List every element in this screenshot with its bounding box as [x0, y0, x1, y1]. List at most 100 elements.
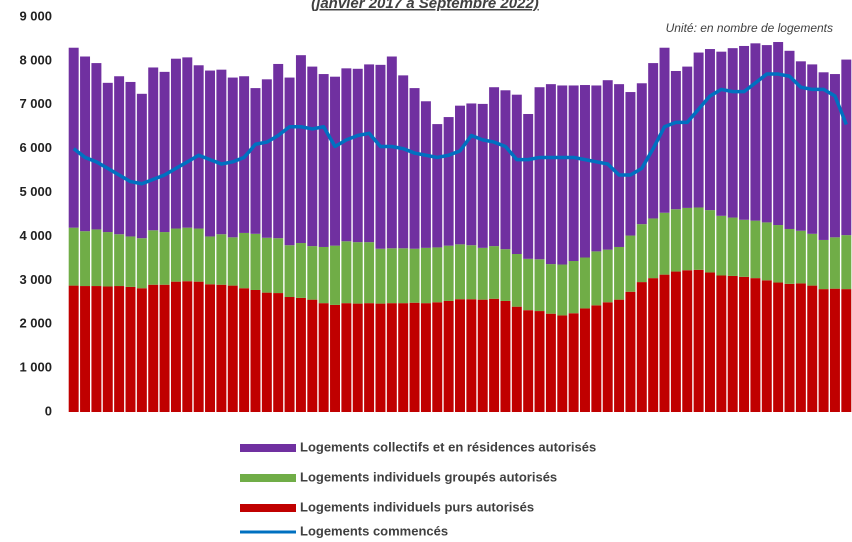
bar-segment	[420, 101, 431, 248]
bar-segment	[841, 59, 852, 236]
bar-segment	[148, 67, 159, 231]
bar-segment	[375, 64, 386, 249]
bar-segment	[739, 45, 750, 220]
bar-segment	[398, 303, 409, 412]
bar-segment	[784, 228, 795, 284]
bar-segment	[693, 269, 704, 412]
bar-segment	[341, 68, 352, 242]
bar-segment	[148, 284, 159, 412]
bar-segment	[784, 50, 795, 229]
bar-segment	[534, 87, 545, 260]
bar-segment	[591, 305, 602, 412]
bar-segment	[466, 245, 477, 300]
bar-segment	[250, 233, 261, 290]
bar-segment	[568, 261, 579, 314]
bar-segment	[829, 237, 840, 289]
bar-segment	[307, 299, 318, 412]
bar-segment	[193, 281, 204, 412]
bar-segment	[534, 259, 545, 312]
bar-segment	[591, 251, 602, 306]
bar-segment	[102, 232, 113, 287]
bar-segment	[580, 85, 590, 258]
bar-segment	[114, 76, 125, 235]
bar-segment	[239, 76, 250, 233]
bar-segment	[659, 274, 670, 412]
bar-segment	[330, 304, 340, 412]
bar-segment	[716, 215, 727, 276]
bar-segment	[648, 63, 659, 219]
bar-segment	[193, 228, 204, 282]
bar-segment	[466, 299, 477, 412]
bar-segment	[648, 218, 659, 279]
legend-label: Logements individuels groupés autorisés	[300, 469, 557, 484]
bar-segment	[409, 88, 420, 249]
bar-segment	[205, 236, 216, 285]
bar-segment	[284, 297, 295, 412]
bar-segment	[443, 300, 454, 412]
bar-segment	[784, 283, 795, 412]
bar-segment	[352, 68, 363, 243]
bar-segment	[318, 303, 329, 412]
bar-segment	[91, 63, 102, 230]
bar-segment	[602, 302, 613, 412]
bar-segment	[511, 94, 522, 254]
legend-swatch	[240, 444, 296, 452]
bar-segment	[136, 238, 147, 289]
bar-segment	[68, 227, 79, 286]
legend-label: Logements collectifs et en résidences au…	[300, 439, 596, 454]
bar-segment	[307, 246, 318, 300]
bar-segment	[68, 285, 79, 412]
bar-segment	[580, 257, 590, 309]
bar-segment	[773, 225, 784, 283]
bar-segment	[829, 288, 840, 412]
bar-segment	[432, 124, 443, 248]
bar-segment	[648, 278, 659, 412]
bar-segment	[750, 43, 761, 221]
bar-segment	[557, 85, 568, 265]
bar-segment	[216, 234, 227, 285]
y-tick-label: 8 000	[19, 52, 52, 67]
bar-segment	[534, 311, 545, 412]
bar-segment	[829, 74, 840, 238]
bar-segment	[420, 303, 431, 412]
bar-segment	[568, 85, 579, 262]
bar-segment	[102, 286, 113, 412]
bar-segment	[636, 224, 647, 283]
bar-segment	[386, 248, 397, 304]
bar-segment	[489, 87, 500, 247]
bar-segment	[739, 219, 750, 277]
bar-segment	[409, 302, 420, 412]
bar-segment	[557, 264, 568, 316]
bar-segment	[330, 76, 340, 246]
bar-segment	[523, 113, 534, 259]
bar-segment	[636, 282, 647, 412]
bar-segment	[318, 246, 329, 304]
bar-segment	[500, 90, 511, 250]
bar-segment	[148, 230, 159, 285]
bar-segment	[477, 247, 488, 300]
bar-segment	[545, 264, 556, 314]
bar-segment	[489, 298, 500, 412]
bar-segment	[205, 284, 216, 412]
bar-segment	[807, 233, 818, 286]
bar-segment	[386, 56, 397, 249]
y-tick-label: 1 000	[19, 360, 52, 375]
bar-segment	[614, 84, 625, 247]
bar-segment	[170, 281, 181, 412]
bar-segment	[250, 88, 261, 234]
bar-segment	[261, 292, 272, 412]
annotation: Unité: en nombre de logements	[666, 21, 833, 35]
bar-segment	[750, 220, 761, 279]
bar-segment	[557, 315, 568, 412]
bar-segment	[466, 103, 477, 246]
bar-segment	[704, 49, 715, 211]
bar-segment	[420, 247, 431, 304]
bar-segment	[682, 66, 693, 208]
bar-segment	[182, 281, 193, 412]
bar-segment	[182, 57, 193, 228]
bar-segment	[125, 236, 136, 287]
bar-segment	[545, 84, 556, 265]
bar-segment	[364, 303, 375, 412]
bar-segment	[727, 275, 738, 412]
bar-segment	[761, 280, 772, 412]
